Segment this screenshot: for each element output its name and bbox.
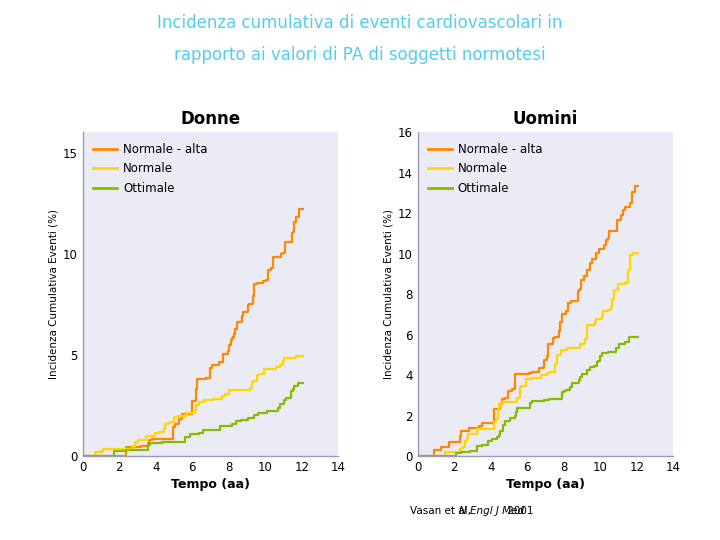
Text: 2001: 2001 (504, 505, 534, 516)
Legend: Normale - alta, Normale, Ottimale: Normale - alta, Normale, Ottimale (89, 138, 212, 200)
Text: N Engl J Med: N Engl J Med (459, 505, 524, 516)
Y-axis label: Incidenza Cumulativa Eventi (%): Incidenza Cumulativa Eventi (%) (49, 210, 59, 379)
Title: Uomini: Uomini (513, 110, 578, 128)
Text: Incidenza cumulativa di eventi cardiovascolari in: Incidenza cumulativa di eventi cardiovas… (157, 14, 563, 31)
Text: rapporto ai valori di PA di soggetti normotesi: rapporto ai valori di PA di soggetti nor… (174, 46, 546, 64)
Text: Vasan et al,: Vasan et al, (410, 505, 474, 516)
Title: Donne: Donne (181, 110, 240, 128)
X-axis label: Tempo (aa): Tempo (aa) (506, 478, 585, 491)
Legend: Normale - alta, Normale, Ottimale: Normale - alta, Normale, Ottimale (423, 138, 547, 200)
X-axis label: Tempo (aa): Tempo (aa) (171, 478, 250, 491)
Y-axis label: Incidenza Cumulativa Eventi (%): Incidenza Cumulativa Eventi (%) (384, 210, 394, 379)
